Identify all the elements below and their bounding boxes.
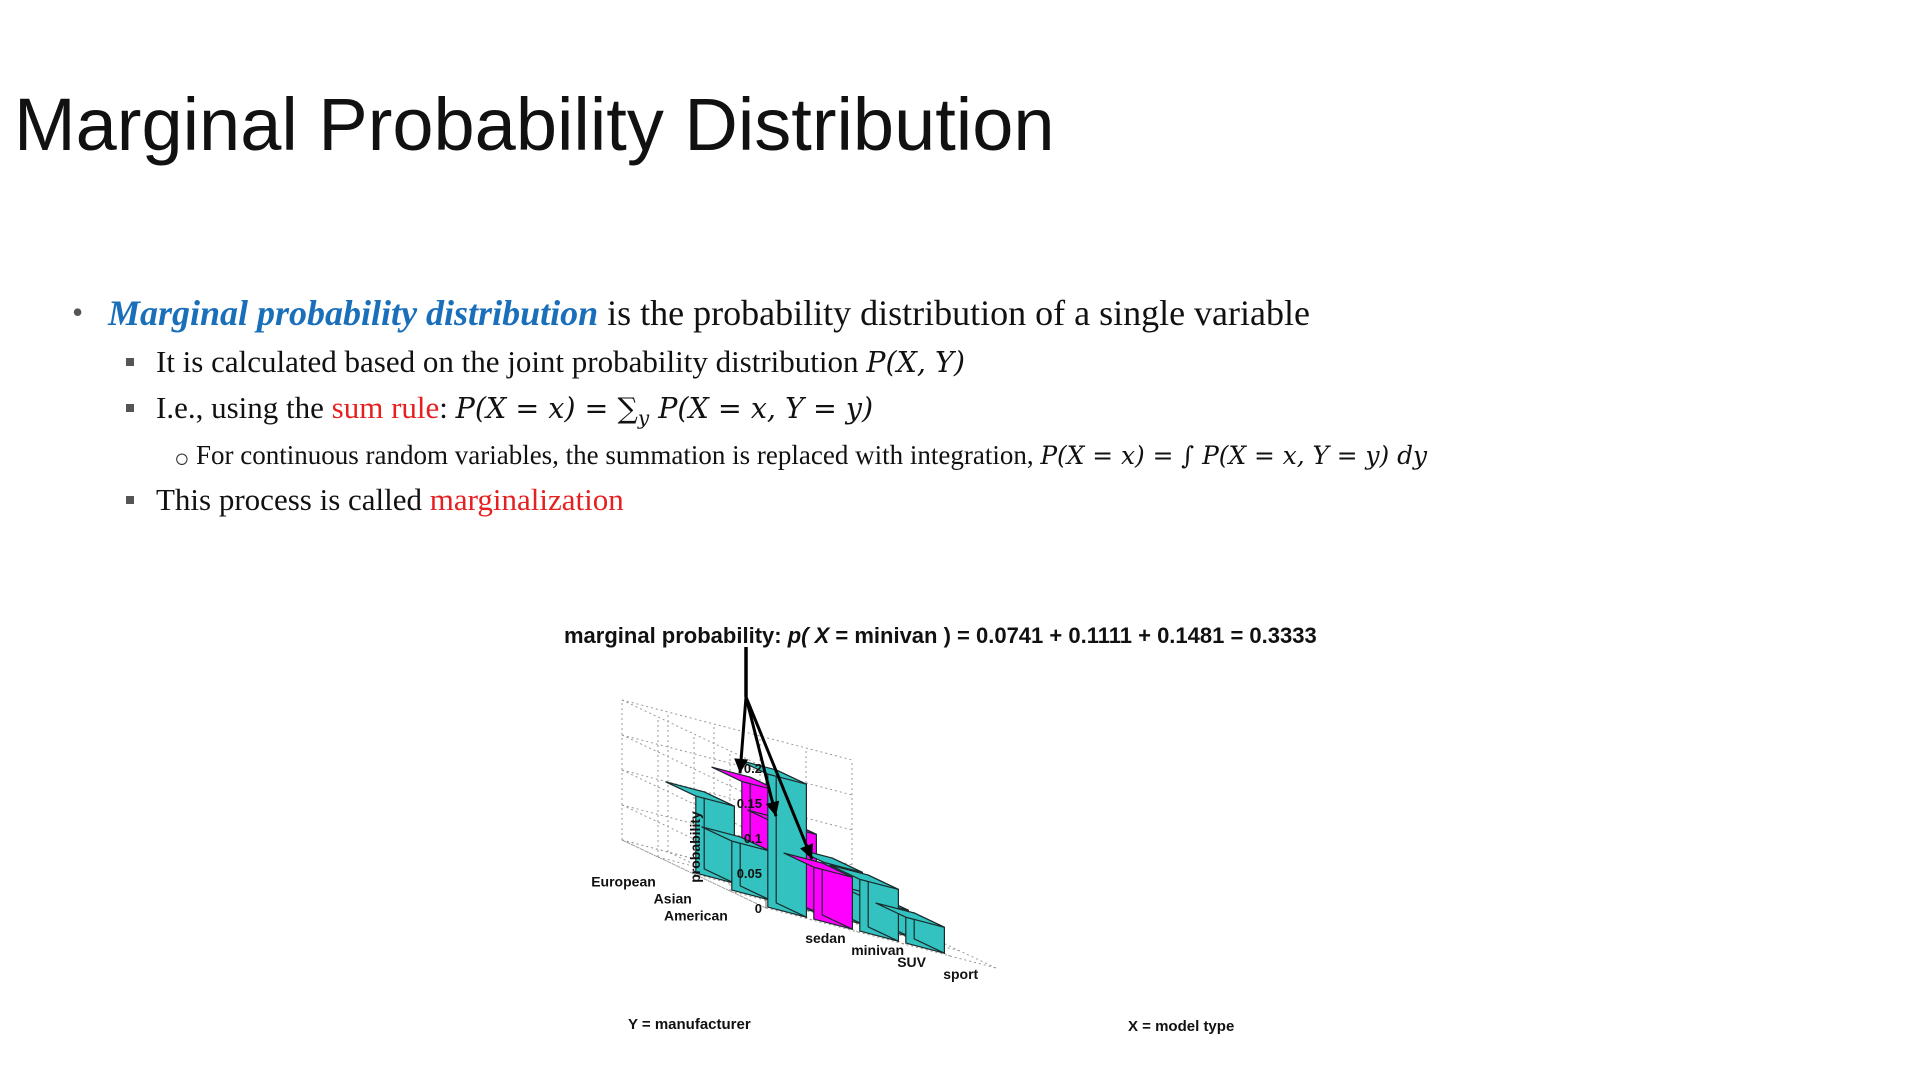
bullet-dot-icon: • (72, 294, 84, 330)
x-category-label: minivan (851, 942, 904, 958)
bar-American-sedan (737, 759, 807, 919)
y-category-label: European (591, 874, 656, 890)
z-tick-label: 0.2 (744, 761, 762, 776)
bullet-square-icon (126, 496, 134, 504)
slide-title: Marginal Probability Distribution (14, 83, 1055, 166)
bar-American-SUV (829, 864, 899, 943)
y-axis-label: Y = manufacturer (628, 1016, 751, 1033)
chart-bars (665, 759, 945, 955)
bar-American-minivan (783, 852, 853, 931)
chart-arrows (734, 647, 814, 860)
continuous-text: For continuous random variables, the sum… (196, 440, 1041, 470)
y-category-label: Asian (654, 891, 692, 907)
x-category-label: sedan (805, 930, 845, 946)
term-marginal: Marginal probability distribution (108, 293, 599, 333)
x-category-label: sport (943, 966, 978, 982)
sum-rule-term: sum rule (331, 390, 440, 425)
joint-text: It is calculated based on the joint prob… (156, 344, 867, 379)
bullet-marginal-definition: • Marginal probability distribution is t… (72, 292, 1310, 334)
y-category-label: American (664, 908, 728, 924)
bullet-sum-rule: I.e., using the sum rule: P(X = x) = ∑y … (126, 390, 874, 430)
bullet-square-icon (126, 358, 134, 366)
bar-European-sedan (665, 781, 735, 885)
bullet-marginalization: This process is called marginalization (126, 482, 624, 518)
z-tick-label: 0.15 (737, 796, 762, 811)
z-tick-label: 0 (755, 901, 762, 916)
marginalization-prefix: This process is called (156, 482, 430, 517)
bullet-circle-icon: ○ (174, 444, 190, 473)
z-tick-label: 0.1 (744, 831, 762, 846)
bar3d-figure: marginal probability: p( X = minivan ) =… (540, 615, 1410, 1055)
figure-title: marginal probability: p( X = minivan ) =… (564, 623, 1317, 648)
z-tick-label: 0.05 (737, 866, 762, 881)
sum-prefix: I.e., using the (156, 390, 332, 425)
bar-Asian-sedan (701, 826, 771, 902)
marginalization-term: marginalization (429, 482, 624, 517)
bar-American-sport (875, 902, 945, 955)
bullet-joint: It is calculated based on the joint prob… (126, 344, 965, 380)
sum-suffix: : (439, 390, 456, 425)
bullet-square-icon (126, 404, 134, 412)
x-axis-label: X = model type (1128, 1018, 1234, 1035)
definition-text: is the probability distribution of a sin… (598, 293, 1310, 333)
x-category-label: SUV (897, 954, 926, 970)
joint-math: P(X, Y) (866, 346, 965, 379)
integral-math: P(X = x) = ∫ P(X = x, Y = y) dy (1040, 441, 1428, 470)
bullet-continuous: ○ For continuous random variables, the s… (174, 440, 1428, 473)
sum-math: P(X = x) = ∑y P(X = x, Y = y) (455, 392, 874, 430)
z-axis-label: probability (687, 811, 703, 883)
